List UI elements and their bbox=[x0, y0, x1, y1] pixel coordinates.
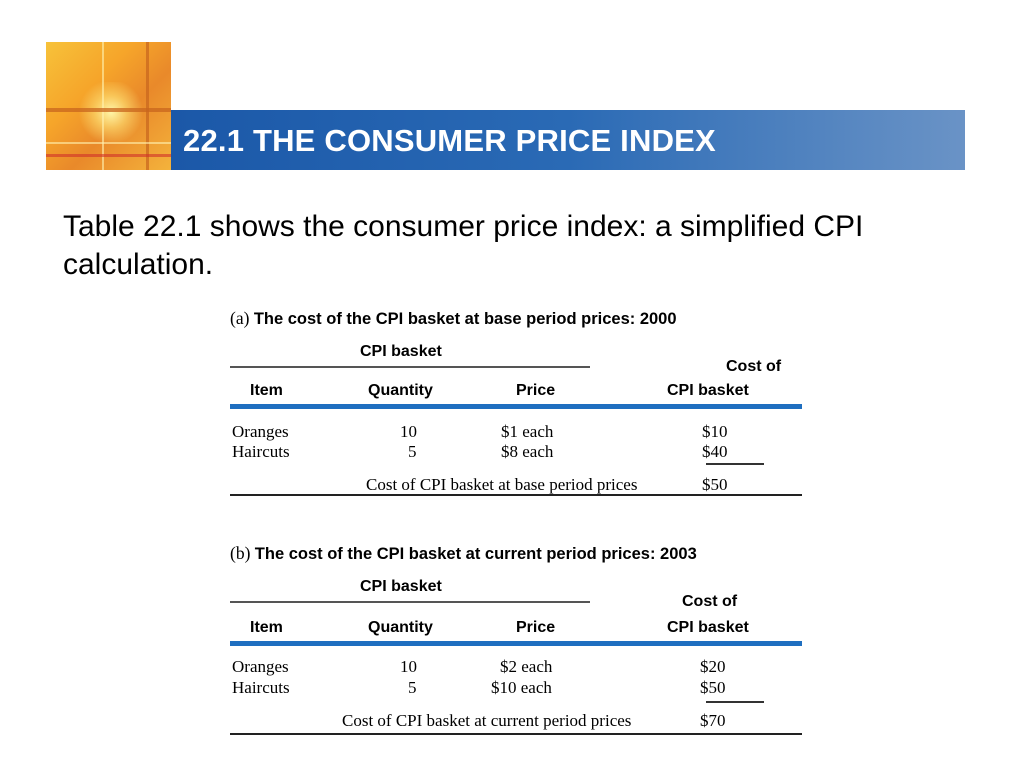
title-bar: 22.1 THE CONSUMER PRICE INDEX bbox=[171, 110, 965, 170]
logo-vertical-line bbox=[146, 42, 149, 170]
row-item: Oranges bbox=[232, 422, 289, 441]
logo-horizontal-highlight bbox=[46, 142, 171, 144]
logo-glow bbox=[76, 82, 146, 142]
row-price: $10 each bbox=[491, 678, 552, 697]
logo-vertical-highlight bbox=[102, 42, 104, 170]
cpi-basket-label: CPI basket bbox=[360, 343, 442, 360]
column-header-price: Price bbox=[516, 382, 556, 399]
intro-text: Table 22.1 shows the consumer price inde… bbox=[63, 210, 864, 281]
header-rule bbox=[230, 404, 802, 409]
basket-rule bbox=[230, 366, 590, 368]
column-header-price: Price bbox=[516, 619, 556, 636]
table-caption-prefix: (b) bbox=[230, 543, 251, 563]
table-caption-text: The cost of the CPI basket at base perio… bbox=[253, 310, 677, 328]
row-item: Oranges bbox=[232, 657, 289, 676]
row-item: Haircuts bbox=[232, 678, 290, 697]
table-caption: (a) The cost of the CPI basket at base p… bbox=[230, 308, 677, 329]
row-item: Haircuts bbox=[232, 442, 290, 461]
row-cost: $10 bbox=[702, 422, 728, 441]
basket-rule bbox=[230, 601, 590, 603]
column-header-item: Item bbox=[250, 382, 283, 399]
subtotal-rule bbox=[706, 463, 764, 465]
row-price: $2 each bbox=[500, 657, 553, 676]
row-cost: $40 bbox=[702, 442, 728, 461]
header-rule bbox=[230, 641, 802, 646]
cpi-table-current-period: (b) The cost of the CPI basket at curren… bbox=[230, 543, 802, 735]
column-header-item: Item bbox=[250, 619, 283, 636]
table-caption-text: The cost of the CPI basket at current pe… bbox=[254, 545, 697, 563]
table-bottom-rule bbox=[230, 733, 802, 735]
row-quantity: 10 bbox=[400, 657, 417, 676]
subtotal-rule bbox=[706, 701, 764, 703]
table-caption-prefix: (a) bbox=[230, 308, 250, 328]
row-price: $8 each bbox=[501, 442, 554, 461]
logo-horizontal-line bbox=[46, 108, 171, 112]
table-bottom-rule bbox=[230, 494, 802, 496]
row-quantity: 10 bbox=[400, 422, 417, 441]
row-cost: $20 bbox=[700, 657, 726, 676]
logo-red-line bbox=[46, 154, 171, 157]
row-cost: $50 bbox=[700, 678, 726, 697]
row-quantity: 5 bbox=[408, 442, 417, 461]
cpi-table-base-period: (a) The cost of the CPI basket at base p… bbox=[230, 308, 802, 500]
cost-header-line1: Cost of bbox=[726, 358, 782, 375]
total-value: $50 bbox=[702, 475, 728, 494]
cpi-basket-label: CPI basket bbox=[360, 578, 442, 595]
row-price: $1 each bbox=[501, 422, 554, 441]
column-header-quantity: Quantity bbox=[368, 382, 433, 399]
table-caption: (b) The cost of the CPI basket at curren… bbox=[230, 543, 697, 564]
cost-header-line2: CPI basket bbox=[667, 619, 749, 636]
total-label: Cost of CPI basket at base period prices bbox=[366, 475, 638, 494]
slide-logo bbox=[46, 42, 171, 170]
column-header-quantity: Quantity bbox=[368, 619, 433, 636]
cost-header-line1: Cost of bbox=[682, 593, 738, 610]
total-value: $70 bbox=[700, 711, 726, 730]
row-quantity: 5 bbox=[408, 678, 417, 697]
cost-header-line2: CPI basket bbox=[667, 382, 749, 399]
total-label: Cost of CPI basket at current period pri… bbox=[342, 711, 632, 730]
slide-title: 22.1 THE CONSUMER PRICE INDEX bbox=[183, 123, 716, 158]
